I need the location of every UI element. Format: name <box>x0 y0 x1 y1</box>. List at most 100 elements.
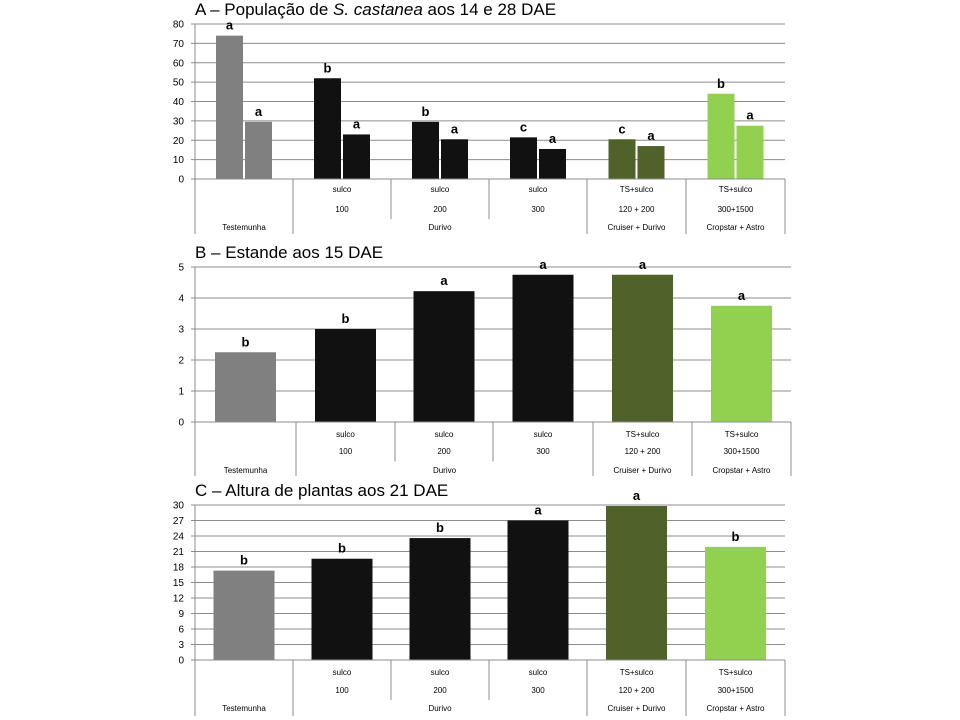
x-label-row2: 300+1500 <box>718 686 754 695</box>
x-label-row2: 300+1500 <box>724 447 760 456</box>
y-tick-label: 15 <box>173 578 185 589</box>
y-tick-label: 3 <box>178 640 184 651</box>
x-label-row2: 300 <box>531 205 545 214</box>
significance-letter: a <box>451 121 459 136</box>
significance-letter: b <box>324 60 332 75</box>
y-tick-label: 0 <box>178 656 184 667</box>
x-label-row2: 120 + 200 <box>625 447 661 456</box>
x-label-row3: Testemunha <box>222 223 266 232</box>
bar <box>314 78 341 179</box>
x-label-row1: TS+sulco <box>626 430 660 439</box>
x-label-row1: sulco <box>529 185 548 194</box>
bar <box>245 121 272 179</box>
chart-title-part: A – População de <box>195 0 333 19</box>
chart-title-part: aos 14 e 28 DAE <box>423 0 556 19</box>
y-tick-label: 6 <box>178 625 184 636</box>
bar <box>510 137 537 179</box>
bar <box>507 520 569 660</box>
significance-letter: a <box>647 128 655 143</box>
x-label-row2: 100 <box>335 205 349 214</box>
x-label-row2: 120 + 200 <box>619 686 655 695</box>
significance-letter: b <box>342 311 350 326</box>
significance-letter: a <box>534 503 542 518</box>
bar <box>315 329 376 422</box>
bar <box>213 570 275 660</box>
significance-letter: b <box>338 541 346 556</box>
chart-a: A – População de S. castanea aos 14 e 28… <box>173 0 786 234</box>
x-label-row3: Cropstar + Astro <box>706 223 765 232</box>
bar <box>413 291 475 422</box>
y-tick-label: 30 <box>173 116 185 127</box>
significance-letter: c <box>618 121 625 136</box>
significance-letter: a <box>746 108 754 123</box>
bar <box>311 558 373 660</box>
y-tick-label: 0 <box>178 418 184 429</box>
y-tick-label: 9 <box>178 609 184 620</box>
x-label-row2: 300+1500 <box>718 205 754 214</box>
x-label-row2: 100 <box>335 686 349 695</box>
x-label-row1: sulco <box>534 430 553 439</box>
y-tick-label: 20 <box>173 136 185 147</box>
significance-letter: b <box>717 76 725 91</box>
chart-title: C – Altura de plantas aos 21 DAE <box>195 481 448 500</box>
x-label-row3: Cropstar + Astro <box>712 466 771 475</box>
x-label-row2: 100 <box>339 447 353 456</box>
bar <box>343 134 370 179</box>
x-label-row1: sulco <box>336 430 355 439</box>
x-label-row3: Cropstar + Astro <box>706 704 765 713</box>
x-label-row1: TS+sulco <box>719 185 753 194</box>
chart-title-part: S. castanea <box>333 0 423 19</box>
chart-b: B – Estande aos 15 DAE 0 1 2 3 4 5 b b a a a a sulco 1… <box>178 243 792 476</box>
bar <box>606 506 667 660</box>
bar <box>707 93 735 179</box>
x-label-row2: 120 + 200 <box>619 205 655 214</box>
y-tick-label: 4 <box>178 294 184 305</box>
chart-title: A – População de S. castanea aos 14 e 28… <box>195 0 556 19</box>
bar <box>412 121 439 179</box>
significance-letter: a <box>633 488 641 503</box>
significance-letter: b <box>436 520 444 535</box>
y-tick-label: 0 <box>178 175 184 186</box>
x-label-row1: sulco <box>431 185 450 194</box>
significance-letter: a <box>738 288 746 303</box>
significance-letter: a <box>539 257 547 272</box>
x-label-row3: Cruiser + Durivo <box>607 704 666 713</box>
y-tick-label: 21 <box>173 547 185 558</box>
x-label-row3: Durivo <box>433 466 457 475</box>
significance-letter: a <box>226 18 234 33</box>
bar <box>608 139 636 179</box>
significance-letter: c <box>520 119 527 134</box>
y-tick-label: 3 <box>178 325 184 336</box>
significance-letter: b <box>240 553 248 568</box>
bar <box>216 35 243 179</box>
y-tick-label: 2 <box>178 356 184 367</box>
chart-title: B – Estande aos 15 DAE <box>195 243 383 262</box>
significance-letter: a <box>549 131 557 146</box>
chart-c: C – Altura de plantas aos 21 DAE 0 3 6 9 12 15… <box>173 481 786 716</box>
x-label-row1: sulco <box>435 430 454 439</box>
x-label-row2: 200 <box>433 205 447 214</box>
y-tick-label: 40 <box>173 97 185 108</box>
x-label-row1: sulco <box>529 668 548 677</box>
significance-letter: a <box>353 116 361 131</box>
x-label-row2: 200 <box>433 686 447 695</box>
bar <box>612 274 673 422</box>
y-tick-label: 10 <box>173 155 185 166</box>
significance-letter: b <box>422 104 430 119</box>
y-tick-label: 12 <box>173 594 185 605</box>
chart-title-part: B – Estande aos 15 DAE <box>195 243 383 262</box>
x-label-row3: Testemunha <box>224 466 268 475</box>
significance-letter: a <box>440 273 448 288</box>
chart-title-part: C – Altura de plantas aos 21 DAE <box>195 481 448 500</box>
x-label-row3: Testemunha <box>222 704 266 713</box>
x-label-row3: Durivo <box>428 223 452 232</box>
x-label-row1: TS+sulco <box>620 185 654 194</box>
x-label-row2: 300 <box>531 686 545 695</box>
y-tick-label: 1 <box>178 387 184 398</box>
x-label-row2: 300 <box>536 447 550 456</box>
x-label-row2: 200 <box>437 447 451 456</box>
significance-letter: b <box>732 529 740 544</box>
x-label-row1: TS+sulco <box>725 430 759 439</box>
x-label-row1: TS+sulco <box>719 668 753 677</box>
